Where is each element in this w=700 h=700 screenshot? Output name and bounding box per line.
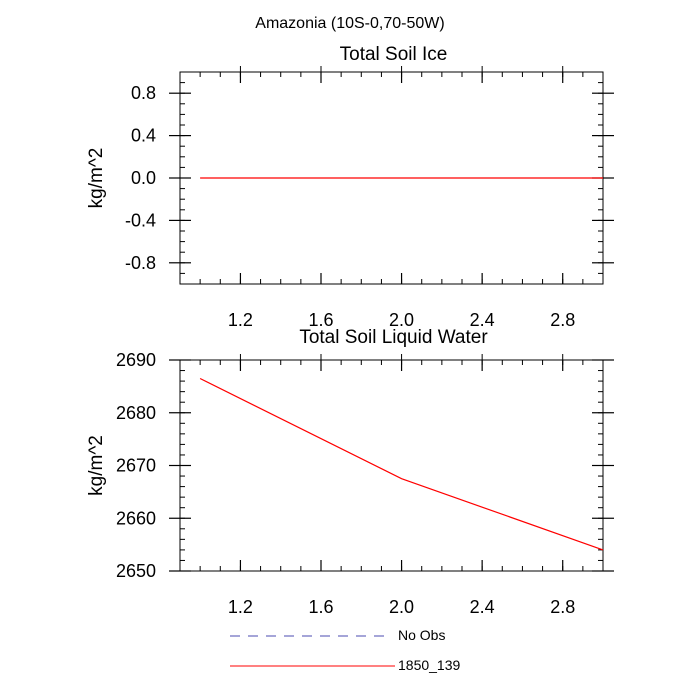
y-axis-label: kg/m^2 [86, 148, 107, 209]
x-tick-label: 1.6 [308, 310, 333, 330]
x-tick-label: 2.8 [550, 310, 575, 330]
y-tick-label: 2680 [116, 403, 156, 423]
figure-title: Amazonia (10S-0,70-50W) [255, 15, 444, 32]
x-tick-label: 2.0 [389, 310, 414, 330]
y-tick-label: 2690 [116, 350, 156, 370]
legend: No Obs 1850_139 [230, 627, 461, 673]
panel-title: Total Soil Ice [340, 44, 448, 65]
y-tick-label: 2670 [116, 456, 156, 476]
legend-label-1850-139: 1850_139 [398, 657, 461, 673]
x-tick-label: 1.6 [308, 597, 333, 617]
y-tick-label: 2650 [116, 561, 156, 581]
y-tick-label: 0.0 [131, 168, 156, 188]
y-tick-label: -0.4 [125, 210, 156, 230]
series-line-1850-139 [199, 377, 604, 551]
panel-soil-ice: Total Soil Ice kg/m^2 1.2 1.6 2.0 2.4 2.8 0.8 0.… [86, 44, 614, 330]
plot-frame [179, 359, 604, 572]
x-tick-label: 1.2 [228, 597, 253, 617]
x-tick-label: 2.0 [389, 597, 414, 617]
panel-title: Total Soil Liquid Water [299, 327, 488, 348]
y-tick-label: 0.4 [131, 126, 156, 146]
x-tick-label: 1.2 [228, 310, 253, 330]
legend-label-no-obs: No Obs [398, 627, 445, 643]
x-tick-label: 2.4 [470, 597, 495, 617]
y-tick-label: -0.8 [125, 253, 156, 273]
y-axis-label: kg/m^2 [86, 435, 107, 496]
x-tick-label: 2.8 [550, 597, 575, 617]
y-tick-label: 0.8 [131, 83, 156, 103]
y-tick-label: 2660 [116, 508, 156, 528]
panel-soil-liquid-water: Total Soil Liquid Water kg/m^2 1.2 1.6 2.0 2.… [86, 327, 614, 617]
x-tick-label: 2.4 [470, 310, 495, 330]
